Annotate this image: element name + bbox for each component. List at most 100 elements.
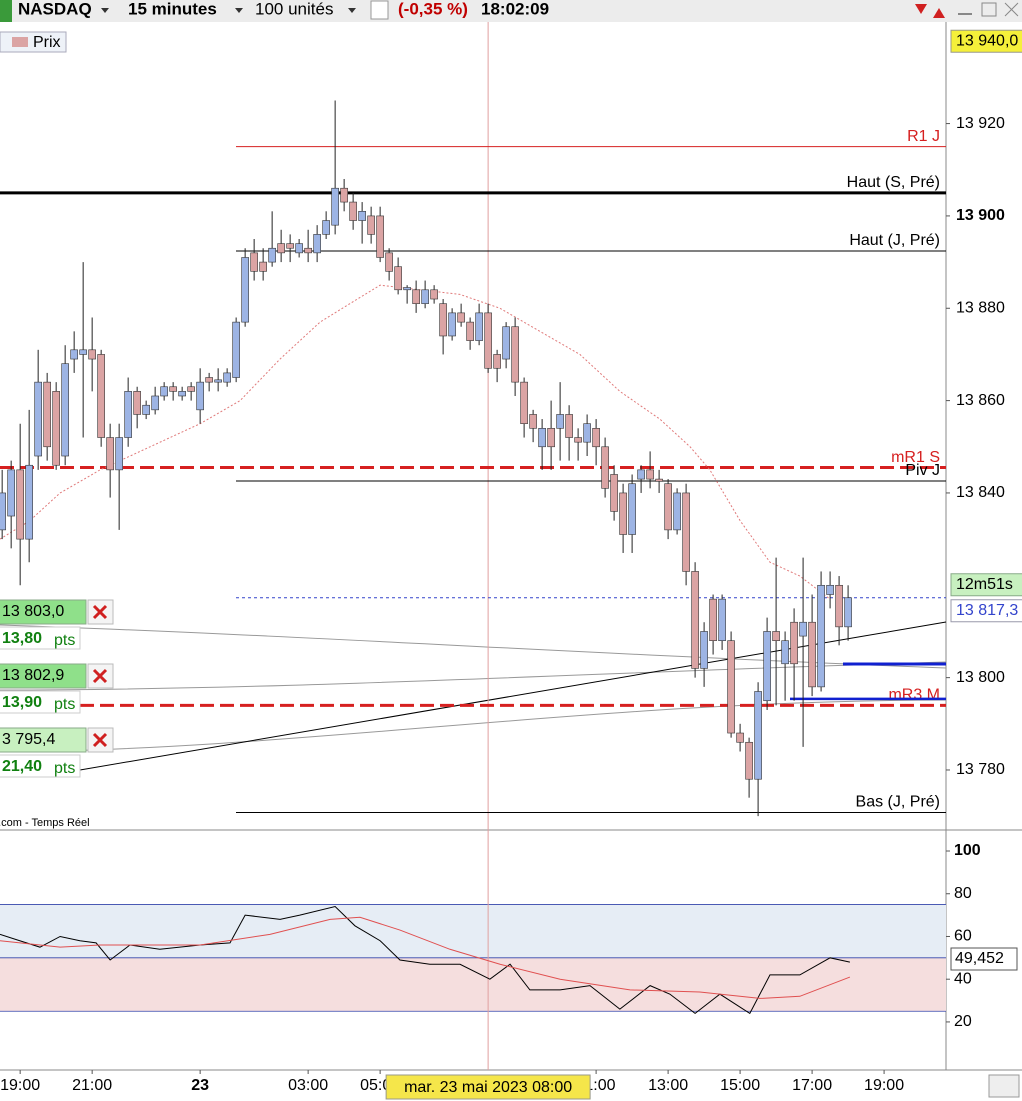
- cancel-icon: [92, 668, 108, 684]
- candle-body: [223, 372, 231, 383]
- candle-body: [763, 631, 771, 702]
- pivot-label: Piv J: [905, 462, 940, 479]
- candle-body: [709, 598, 717, 641]
- candle-body: [736, 732, 744, 743]
- order-price: 13 802,9: [2, 667, 64, 684]
- x-tick-label: 21:00: [72, 1077, 112, 1094]
- clock: 18:02:09: [481, 0, 549, 18]
- instrument-select[interactable]: NASDAQ: [18, 0, 109, 18]
- candle-body: [673, 492, 681, 531]
- logo: [0, 0, 12, 22]
- axis-button[interactable]: [988, 1074, 1020, 1098]
- candle-body: [25, 464, 33, 540]
- y-tick-label: 13 900: [956, 207, 1005, 224]
- timeframe[interactable]: 15 minutes: [128, 0, 217, 18]
- candle-body: [250, 252, 258, 272]
- candle-body: [214, 379, 222, 383]
- candle-body: [754, 691, 762, 780]
- y-tick-label: 13 880: [956, 299, 1005, 316]
- candle-body: [691, 571, 699, 669]
- candle-body: [601, 446, 609, 489]
- maximize[interactable]: [981, 2, 997, 17]
- candle-body: [376, 215, 384, 258]
- candle-body: [133, 391, 141, 415]
- candle-body: [43, 381, 51, 448]
- candle-body: [178, 391, 186, 397]
- candle-body: [277, 243, 285, 254]
- candle-body: [61, 363, 69, 457]
- candle-body: [790, 621, 798, 665]
- rsi-line: [0, 906, 850, 1015]
- order-unit: pts: [54, 760, 75, 777]
- x-tick-label: 17:00: [792, 1077, 832, 1094]
- candle-body: [70, 349, 78, 360]
- candle-body: [340, 187, 348, 203]
- candle-body: [421, 289, 429, 304]
- change: (-0,35 %): [398, 0, 468, 18]
- candle-body: [718, 598, 726, 641]
- order-curve: [0, 699, 947, 753]
- candle-body: [520, 381, 528, 424]
- pivot-label: Bas (J, Pré): [856, 794, 940, 811]
- candle-body: [358, 211, 366, 221]
- y-tick-label: 80: [954, 885, 972, 902]
- x-tick-label: 03:00: [288, 1077, 328, 1094]
- candle-body: [403, 287, 411, 291]
- quantity-select[interactable]: 100 unités: [255, 0, 356, 18]
- candle-body: [772, 631, 780, 641]
- candle-body: [313, 234, 321, 254]
- order-unit: pts: [54, 696, 75, 713]
- y-tick-label: 13 860: [956, 392, 1005, 409]
- candle-body: [745, 741, 753, 780]
- candle-body: [799, 621, 807, 637]
- candle-body: [0, 492, 6, 531]
- candle-body: [34, 381, 42, 457]
- candle-body: [502, 326, 510, 360]
- candle-body: [97, 354, 105, 438]
- candle-body: [439, 303, 447, 337]
- candle-body: [268, 247, 276, 263]
- toolbar: [0, 0, 1022, 22]
- candle-body: [583, 423, 591, 443]
- candle-body: [151, 395, 159, 411]
- candle-body: [331, 187, 339, 226]
- order-distance: 21,40: [2, 758, 42, 775]
- trade-icon[interactable]: [915, 4, 945, 18]
- cursor-label: mar. 23 mai 2023 08:00: [404, 1079, 572, 1096]
- candle-body: [412, 289, 420, 304]
- y-tick-label: 13 840: [956, 484, 1005, 501]
- candle-body: [367, 215, 375, 235]
- order-box: [0, 663, 87, 689]
- candle-body: [205, 377, 213, 383]
- instrument[interactable]: NASDAQ: [18, 0, 92, 18]
- candle-body: [574, 437, 582, 443]
- candle-body: [79, 349, 87, 355]
- pivot-label: mR3 M: [888, 687, 940, 704]
- candle-body: [493, 354, 501, 369]
- quantity[interactable]: 100 unités: [255, 0, 333, 18]
- candle-body: [835, 584, 843, 628]
- candle-body: [232, 321, 240, 378]
- legend-label: Prix: [33, 34, 61, 51]
- candle-body: [160, 386, 168, 397]
- rsi-line: [0, 916, 851, 999]
- candle-body: [16, 469, 24, 540]
- timeframe-select[interactable]: 15 minutes: [128, 0, 243, 18]
- top-price-box: [950, 29, 1022, 53]
- info-icon[interactable]: [370, 0, 389, 20]
- order-price: 13 803,0: [2, 603, 64, 620]
- trend-line: [79, 621, 947, 771]
- x-tick-label: 23: [191, 1077, 209, 1094]
- candle-body: [88, 349, 96, 360]
- close[interactable]: [1004, 2, 1019, 17]
- x-tick-label: 19:00: [864, 1077, 904, 1094]
- candle-body: [556, 414, 564, 429]
- order-price: 3 795,4: [2, 731, 55, 748]
- countdown: 12m51s: [956, 576, 1013, 593]
- pivot-label: Haut (S, Pré): [847, 174, 940, 191]
- candle-body: [394, 266, 402, 291]
- minimize[interactable]: [958, 13, 972, 15]
- candle-body: [448, 312, 456, 337]
- candle-body: [169, 386, 177, 392]
- order-curve: [0, 624, 947, 669]
